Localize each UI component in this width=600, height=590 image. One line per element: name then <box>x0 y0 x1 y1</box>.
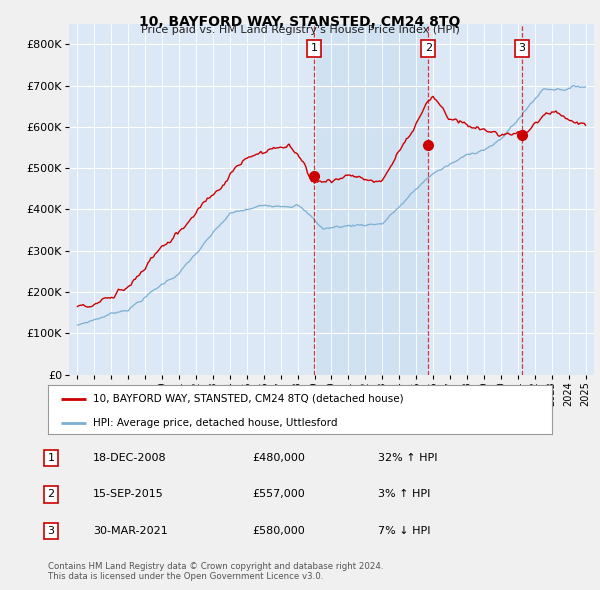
Bar <box>314 24 428 375</box>
Text: 10, BAYFORD WAY, STANSTED, CM24 8TQ: 10, BAYFORD WAY, STANSTED, CM24 8TQ <box>139 15 461 29</box>
Text: Price paid vs. HM Land Registry's House Price Index (HPI): Price paid vs. HM Land Registry's House … <box>140 25 460 35</box>
Text: 3% ↑ HPI: 3% ↑ HPI <box>378 490 430 499</box>
Text: 3: 3 <box>47 526 55 536</box>
Text: 1: 1 <box>310 43 317 53</box>
Text: 32% ↑ HPI: 32% ↑ HPI <box>378 453 437 463</box>
Text: 7% ↓ HPI: 7% ↓ HPI <box>378 526 431 536</box>
Text: 2: 2 <box>47 490 55 499</box>
Text: 30-MAR-2021: 30-MAR-2021 <box>93 526 168 536</box>
Text: 3: 3 <box>518 43 526 53</box>
Text: This data is licensed under the Open Government Licence v3.0.: This data is licensed under the Open Gov… <box>48 572 323 581</box>
Text: 2: 2 <box>425 43 432 53</box>
Text: £557,000: £557,000 <box>252 490 305 499</box>
Text: 15-SEP-2015: 15-SEP-2015 <box>93 490 164 499</box>
Text: 18-DEC-2008: 18-DEC-2008 <box>93 453 167 463</box>
Text: Contains HM Land Registry data © Crown copyright and database right 2024.: Contains HM Land Registry data © Crown c… <box>48 562 383 571</box>
Text: 10, BAYFORD WAY, STANSTED, CM24 8TQ (detached house): 10, BAYFORD WAY, STANSTED, CM24 8TQ (det… <box>94 394 404 404</box>
Text: £480,000: £480,000 <box>252 453 305 463</box>
Text: HPI: Average price, detached house, Uttlesford: HPI: Average price, detached house, Uttl… <box>94 418 338 428</box>
Text: £580,000: £580,000 <box>252 526 305 536</box>
Text: 1: 1 <box>47 453 55 463</box>
